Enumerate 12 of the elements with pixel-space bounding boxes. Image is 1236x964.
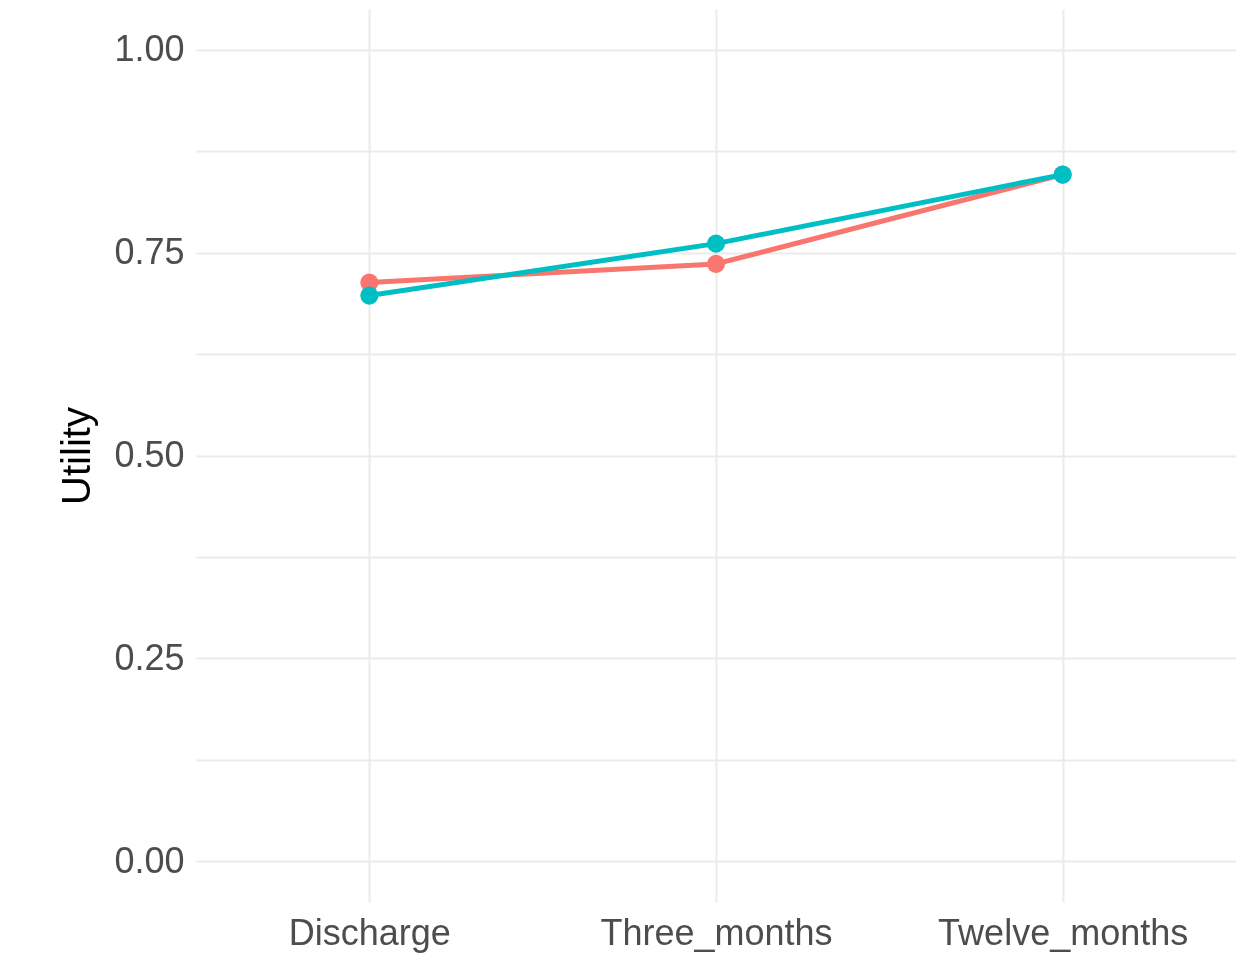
point xyxy=(360,286,379,305)
y-tick-label: 1.00 xyxy=(114,28,185,70)
x-tick-label: Three_months xyxy=(600,911,833,953)
y-axis-title: Utility xyxy=(54,407,99,505)
y-tick-label: 0.00 xyxy=(114,839,185,881)
y-tick-label: 0.25 xyxy=(114,636,185,678)
x-tick-label: Twelve_months xyxy=(938,911,1189,953)
y-tick-label: 0.75 xyxy=(114,231,185,273)
x-tick-label: Discharge xyxy=(288,911,451,953)
point xyxy=(706,234,726,253)
y-tick-label: 0.50 xyxy=(114,434,185,475)
point xyxy=(706,254,726,273)
